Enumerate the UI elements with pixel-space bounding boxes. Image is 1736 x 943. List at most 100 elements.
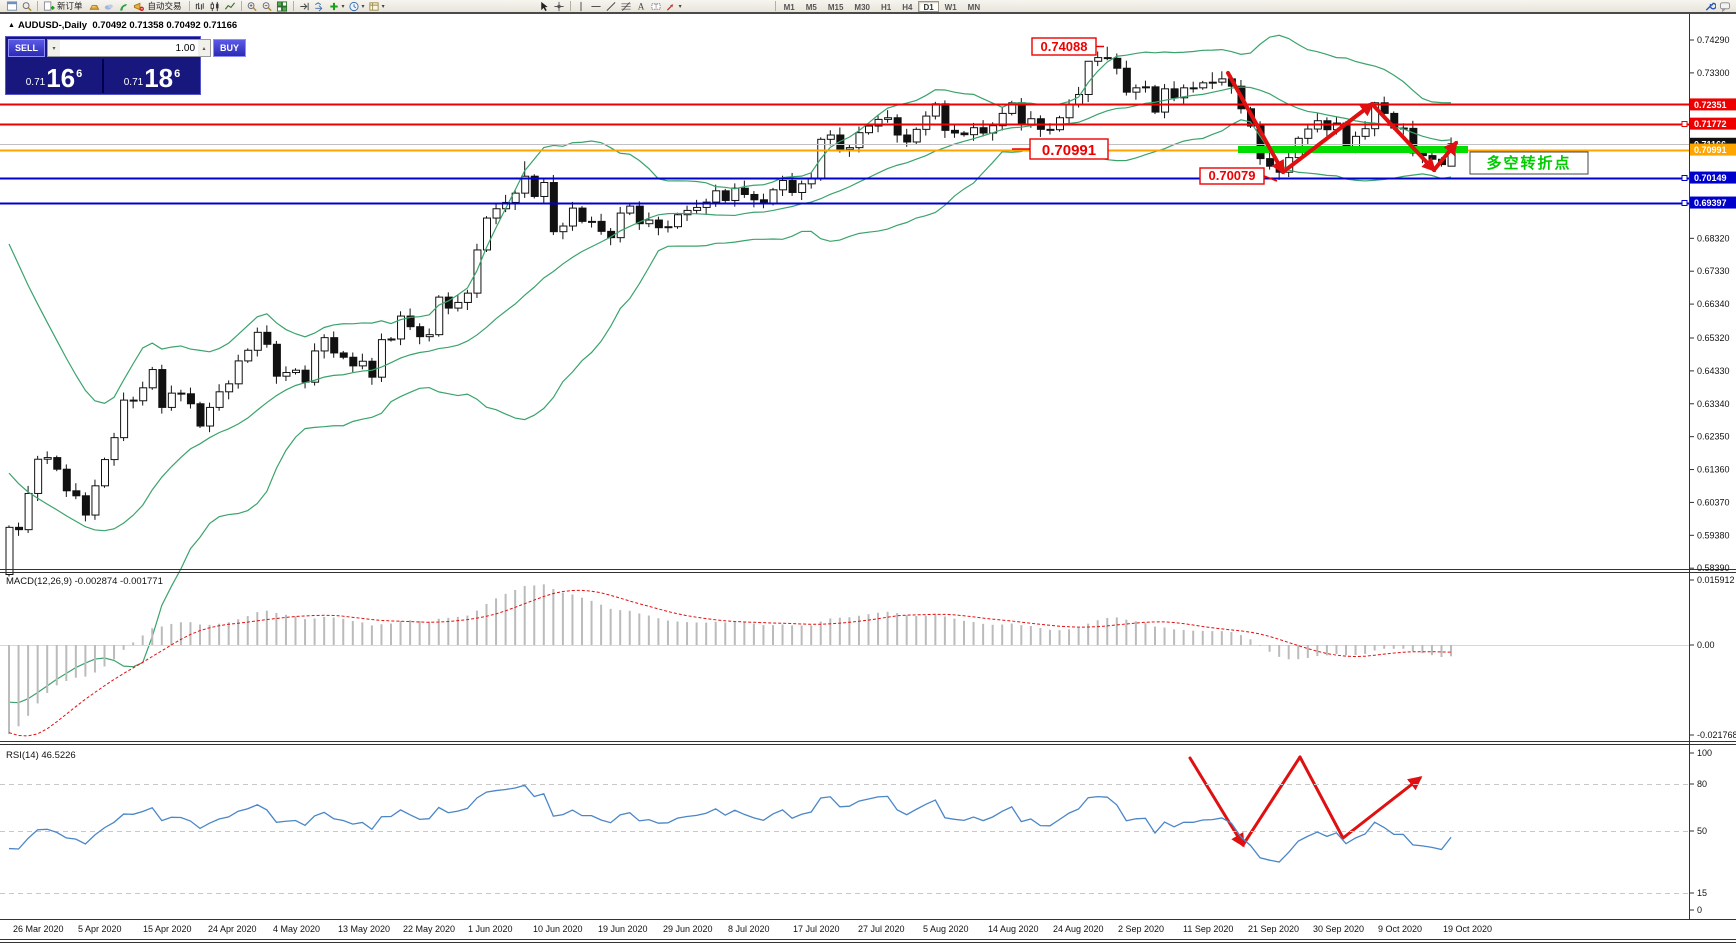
svg-text:100: 100 bbox=[1697, 748, 1712, 758]
toolbar-separator bbox=[774, 1, 776, 11]
new-order-label[interactable]: 新订单 bbox=[57, 1, 83, 11]
vertical-line-icon[interactable] bbox=[574, 0, 589, 12]
cursor-icon[interactable] bbox=[537, 0, 552, 12]
svg-text:11 Sep 2020: 11 Sep 2020 bbox=[1183, 924, 1233, 934]
timeframe-button-M1[interactable]: M1 bbox=[779, 1, 800, 12]
svg-text:-0.021768: -0.021768 bbox=[1697, 730, 1736, 740]
periods-icon[interactable] bbox=[347, 0, 362, 12]
svg-text:15: 15 bbox=[1697, 888, 1707, 898]
timeframe-button-H1[interactable]: H1 bbox=[876, 1, 896, 12]
timeframe-button-H4[interactable]: H4 bbox=[897, 1, 917, 12]
zoom-out-icon[interactable] bbox=[260, 0, 275, 12]
line-chart-icon[interactable] bbox=[223, 0, 238, 12]
crosshair-icon[interactable] bbox=[552, 0, 567, 12]
new-order-icon[interactable] bbox=[41, 0, 56, 12]
macd-pane: MACD(12,26,9) -0.002874 -0.001771 bbox=[0, 576, 1689, 737]
periods-caret-icon[interactable]: ▾ bbox=[361, 3, 365, 10]
note-annotation[interactable]: 多空转折点 bbox=[1469, 151, 1589, 175]
trendline-icon[interactable] bbox=[604, 0, 619, 12]
price-divider bbox=[102, 59, 104, 93]
trend-zigzag-rsi[interactable] bbox=[1188, 755, 1423, 848]
one-click-trading-panel: SELL ▾ ▴ BUY 0.71 16 6 0.71 18 6 bbox=[5, 36, 247, 95]
gold-icon[interactable] bbox=[87, 0, 102, 12]
svg-text:0.59380: 0.59380 bbox=[1697, 530, 1730, 540]
toolbar-separator bbox=[292, 1, 294, 11]
svg-text:22 May 2020: 22 May 2020 bbox=[403, 924, 455, 934]
symbol-header: ▲ AUDUSD-,Daily 0.70492 0.71358 0.70492 0… bbox=[8, 20, 237, 31]
buy-price-big: 18 bbox=[144, 63, 174, 93]
buy-button[interactable]: BUY bbox=[213, 39, 247, 57]
svg-text:24 Aug 2020: 24 Aug 2020 bbox=[1053, 924, 1104, 934]
svg-text:15 Apr 2020: 15 Apr 2020 bbox=[143, 924, 192, 934]
svg-text:0.70991: 0.70991 bbox=[1042, 142, 1096, 159]
volume-increase-button[interactable]: ▴ bbox=[198, 40, 211, 56]
svg-text:10 Jun 2020: 10 Jun 2020 bbox=[533, 924, 583, 934]
sell-price-prefix: 0.71 bbox=[25, 77, 46, 88]
buy-price[interactable]: 0.71 18 6 bbox=[104, 59, 200, 93]
svg-text:30 Sep 2020: 30 Sep 2020 bbox=[1313, 924, 1364, 934]
svg-text:9 Oct 2020: 9 Oct 2020 bbox=[1378, 924, 1422, 934]
time-axis[interactable]: 26 Mar 2020 5 Apr 2020 15 Apr 2020 24 Apr 2… bbox=[13, 924, 1492, 934]
svg-text:A: A bbox=[638, 1, 645, 11]
templates-icon[interactable] bbox=[367, 0, 382, 12]
svg-text:0.00: 0.00 bbox=[1697, 640, 1715, 650]
svg-text:24 Apr 2020: 24 Apr 2020 bbox=[208, 924, 257, 934]
shift-chart-icon[interactable] bbox=[297, 0, 312, 12]
price-scale[interactable]: 0.74290 0.73300 0.68320 0.67330 0.66340 0.653… bbox=[1689, 35, 1736, 915]
cloud-icon[interactable] bbox=[102, 0, 117, 12]
text-icon[interactable]: A bbox=[634, 0, 649, 12]
arrows-icon[interactable] bbox=[664, 0, 679, 12]
collapse-arrow-icon[interactable]: ▲ bbox=[8, 22, 15, 29]
svg-text:0.60370: 0.60370 bbox=[1697, 497, 1730, 507]
svg-text:T: T bbox=[654, 4, 658, 10]
price-tags[interactable]: 0.74088 0.70991 0.70079 bbox=[1012, 37, 1278, 185]
svg-text:5 Aug 2020: 5 Aug 2020 bbox=[923, 924, 969, 934]
svg-text:0.66340: 0.66340 bbox=[1697, 299, 1730, 309]
arrow-label-icon[interactable]: T bbox=[649, 0, 664, 12]
autotrade-icon[interactable] bbox=[132, 0, 147, 12]
volume-input[interactable] bbox=[60, 40, 199, 56]
svg-text:26 Mar 2020: 26 Mar 2020 bbox=[13, 924, 64, 934]
timeframe-button-MN[interactable]: MN bbox=[963, 1, 985, 12]
volume-decrease-button[interactable]: ▾ bbox=[48, 40, 61, 56]
signal-icon[interactable] bbox=[117, 0, 132, 12]
bar-chart-icon[interactable] bbox=[193, 0, 208, 12]
timeframe-button-M30[interactable]: M30 bbox=[849, 1, 875, 12]
indicators-icon[interactable] bbox=[327, 0, 342, 12]
timeframe-button-W1[interactable]: W1 bbox=[940, 1, 962, 12]
timeframe-button-D1[interactable]: D1 bbox=[918, 0, 939, 12]
timeframe-button-M15[interactable]: M15 bbox=[823, 1, 849, 12]
svg-text:17 Jul 2020: 17 Jul 2020 bbox=[793, 924, 840, 934]
horizontal-line-icon[interactable] bbox=[589, 0, 604, 12]
auto-scroll-icon[interactable] bbox=[312, 0, 327, 12]
arrows-caret-icon[interactable]: ▾ bbox=[678, 3, 682, 10]
chat-icon[interactable] bbox=[1717, 0, 1732, 12]
svg-text:多空转折点: 多空转折点 bbox=[1486, 154, 1571, 172]
tile-windows-icon[interactable] bbox=[275, 0, 290, 12]
svg-text:0.68320: 0.68320 bbox=[1697, 233, 1730, 243]
indicators-caret-icon[interactable]: ▾ bbox=[341, 3, 345, 10]
svg-text:19 Jun 2020: 19 Jun 2020 bbox=[598, 924, 648, 934]
trend-zigzag-main[interactable] bbox=[1226, 71, 1458, 175]
green-highlight-band[interactable] bbox=[1238, 146, 1468, 153]
bollinger-bands bbox=[8, 34, 1452, 704]
horizontal-lines[interactable] bbox=[0, 103, 1689, 206]
candle-chart-icon[interactable] bbox=[208, 0, 223, 12]
timeframe-button-M5[interactable]: M5 bbox=[801, 1, 822, 12]
svg-text:13 May 2020: 13 May 2020 bbox=[338, 924, 390, 934]
chart-window-icon[interactable] bbox=[4, 0, 19, 12]
zoom-window-icon[interactable] bbox=[19, 0, 34, 12]
svg-text:19 Oct 2020: 19 Oct 2020 bbox=[1443, 924, 1492, 934]
sell-button[interactable]: SELL bbox=[8, 39, 46, 57]
zoom-in-icon[interactable] bbox=[245, 0, 260, 12]
autotrade-label[interactable]: 自动交易 bbox=[147, 1, 182, 11]
svg-text:RSI(14) 46.5226: RSI(14) 46.5226 bbox=[6, 750, 76, 761]
fibonacci-icon[interactable] bbox=[619, 0, 634, 12]
wrench-icon[interactable] bbox=[1702, 0, 1717, 12]
sell-price-pip: 6 bbox=[76, 68, 83, 80]
templates-caret-icon[interactable]: ▾ bbox=[381, 3, 385, 10]
svg-text:1 Jun 2020: 1 Jun 2020 bbox=[468, 924, 513, 934]
sell-price[interactable]: 0.71 16 6 bbox=[6, 59, 102, 93]
